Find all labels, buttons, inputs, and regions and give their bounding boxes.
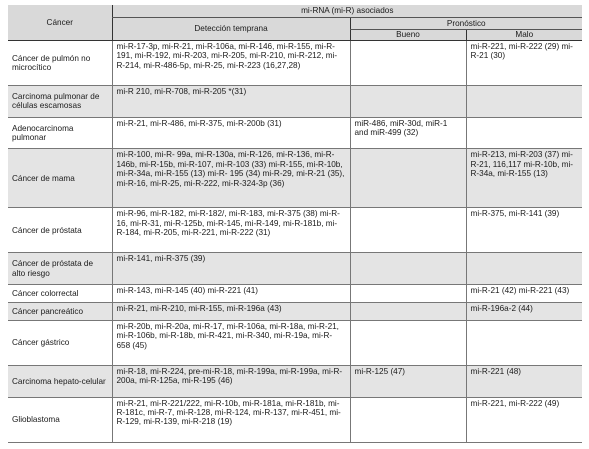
table-row: Carcinoma pulmonar de células escamosas m…: [8, 85, 583, 118]
header-early-detection: Detección temprana: [111, 17, 350, 41]
cell-early-detection: mi-R-21, mi-R-221/222, mi-R-10b, mi-R-18…: [111, 397, 350, 443]
header-cancer: Cáncer: [8, 5, 112, 41]
cell-prognosis-bad: mi-R-221, mi-R-222 (29) mi-R-21 (30): [465, 40, 583, 86]
cell-prognosis-good: [349, 40, 466, 86]
cell-early-detection: mi-R-100, mi-R- 99a, mi-R-130a, mi-R-126…: [111, 148, 350, 208]
cell-prognosis-bad: [465, 117, 583, 149]
cell-cancer: Adenocarcinoma pulmonar: [12, 123, 74, 143]
cell-cancer: Cáncer de próstata de alto riesgo: [8, 252, 112, 285]
mirna-table-container: Cáncer mi-RNA (mi-R) asociados Detección…: [8, 5, 583, 443]
cell-prognosis-bad: mi-R-221 (48): [465, 365, 583, 398]
header-good: Bueno: [349, 29, 466, 41]
cell-cancer: Glioblastoma: [12, 415, 60, 425]
cell-prognosis-good: [349, 148, 466, 208]
cell-prognosis-good: [349, 302, 466, 321]
table-row: Glioblastoma mi-R-21, mi-R-221/222, mi-R-…: [8, 397, 583, 443]
cell-prognosis-good: [349, 252, 466, 285]
cell-prognosis-bad: [465, 320, 583, 366]
table-row: Adenocarcinoma pulmonar mi-R-21, mi-R-486…: [8, 117, 583, 149]
cell-early-detection: mi-R-21, mi-R-210, mi-R-155, mi-R-196a (…: [111, 302, 350, 321]
table-header: Cáncer mi-RNA (mi-R) asociados Detección…: [8, 5, 583, 41]
table-row: Cáncer de próstata de alto riesgo mi-R-14…: [8, 252, 583, 285]
cell-cancer: Carcinoma pulmonar de células escamosas: [8, 85, 112, 118]
header-mirna-group: mi-RNA (mi-R) asociados: [111, 5, 583, 18]
cell-early-detection: mi-R-17-3p, mi-R-21, mi-R-106a, mi-R-146…: [111, 40, 350, 86]
cell-early-detection: mi-R-21, mi-R-486, mi-R-375, mi-R-200b (…: [111, 117, 350, 149]
cell-cancer: Cáncer de pulmón no microcítico: [12, 53, 91, 73]
table-row: Cáncer de próstata mi-R-96, mi-R-182, mi-…: [8, 207, 583, 253]
cell-cancer: Cáncer gástrico: [12, 338, 70, 348]
table-row: Cáncer gástrico mi-R-20b, mi-R-20a, mi-R-…: [8, 320, 583, 366]
cell-prognosis-good: [349, 320, 466, 366]
cell-prognosis-bad: mi-R-21 (42) mi-R-221 (43): [465, 284, 583, 303]
cell-early-detection: mi-R-141, mi-R-375 (39): [111, 252, 350, 285]
cell-prognosis-bad: mi-R-196a-2 (44): [465, 302, 583, 321]
cell-early-detection: mi-R-20b, mi-R-20a, mi-R-17, mi-R-106a, …: [111, 320, 350, 366]
header-bad: Malo: [465, 29, 583, 41]
cell-cancer: Cáncer de próstata: [12, 225, 82, 235]
cell-cancer: Cáncer de mama: [8, 148, 112, 208]
table-row: Carcinoma hepato-celular mi-R-18, mi-R-22…: [8, 365, 583, 398]
cell-prognosis-bad: mi-R-213, mi-R-203 (37) mi-R-21, 116,117…: [465, 148, 583, 208]
cell-cancer: Carcinoma hepato-celular: [8, 365, 112, 398]
cell-prognosis-good: [349, 397, 466, 443]
cell-prognosis-good: mi-R-125 (47): [349, 365, 466, 398]
cell-early-detection: mi-R 210, mi-R-708, mi-R-205 *(31): [111, 85, 350, 118]
cell-prognosis-good: [349, 207, 466, 253]
table-row: Cáncer de pulmón no microcítico mi-R-17-3…: [8, 40, 583, 86]
table-body: Cáncer de pulmón no microcítico mi-R-17-3…: [8, 40, 583, 443]
cell-prognosis-bad: mi-R-375, mi-R-141 (39): [465, 207, 583, 253]
cell-early-detection: mi-R-96, mi-R-182, mi-R-182/, mi-R-183, …: [111, 207, 350, 253]
mirna-table: Cáncer mi-RNA (mi-R) asociados Detección…: [8, 5, 583, 443]
cell-prognosis-bad: [465, 85, 583, 118]
header-prognosis: Pronóstico: [349, 17, 583, 30]
cell-early-detection: mi-R-143, mi-R-145 (40) mi-R-221 (41): [111, 284, 350, 303]
table-row: Cáncer colorrectal mi-R-143, mi-R-145 (40…: [8, 284, 583, 303]
cell-cancer: Cáncer pancreático: [8, 302, 112, 321]
cell-prognosis-good: miR-486, miR-30d, miR-1 and miR-499 (32): [349, 117, 466, 149]
table-row: Cáncer pancreático mi-R-21, mi-R-210, mi-…: [8, 302, 583, 321]
table-row: Cáncer de mama mi-R-100, mi-R- 99a, mi-R-…: [8, 148, 583, 208]
cell-prognosis-good: [349, 284, 466, 303]
cell-prognosis-good: [349, 85, 466, 118]
cell-early-detection: mi-R-18, mi-R-224, pre-mi-R-18, mi-R-199…: [111, 365, 350, 398]
cell-cancer: Cáncer colorrectal: [12, 288, 79, 298]
cell-prognosis-bad: [465, 252, 583, 285]
cell-prognosis-bad: mi-R-221, mi-R-222 (49): [465, 397, 583, 443]
